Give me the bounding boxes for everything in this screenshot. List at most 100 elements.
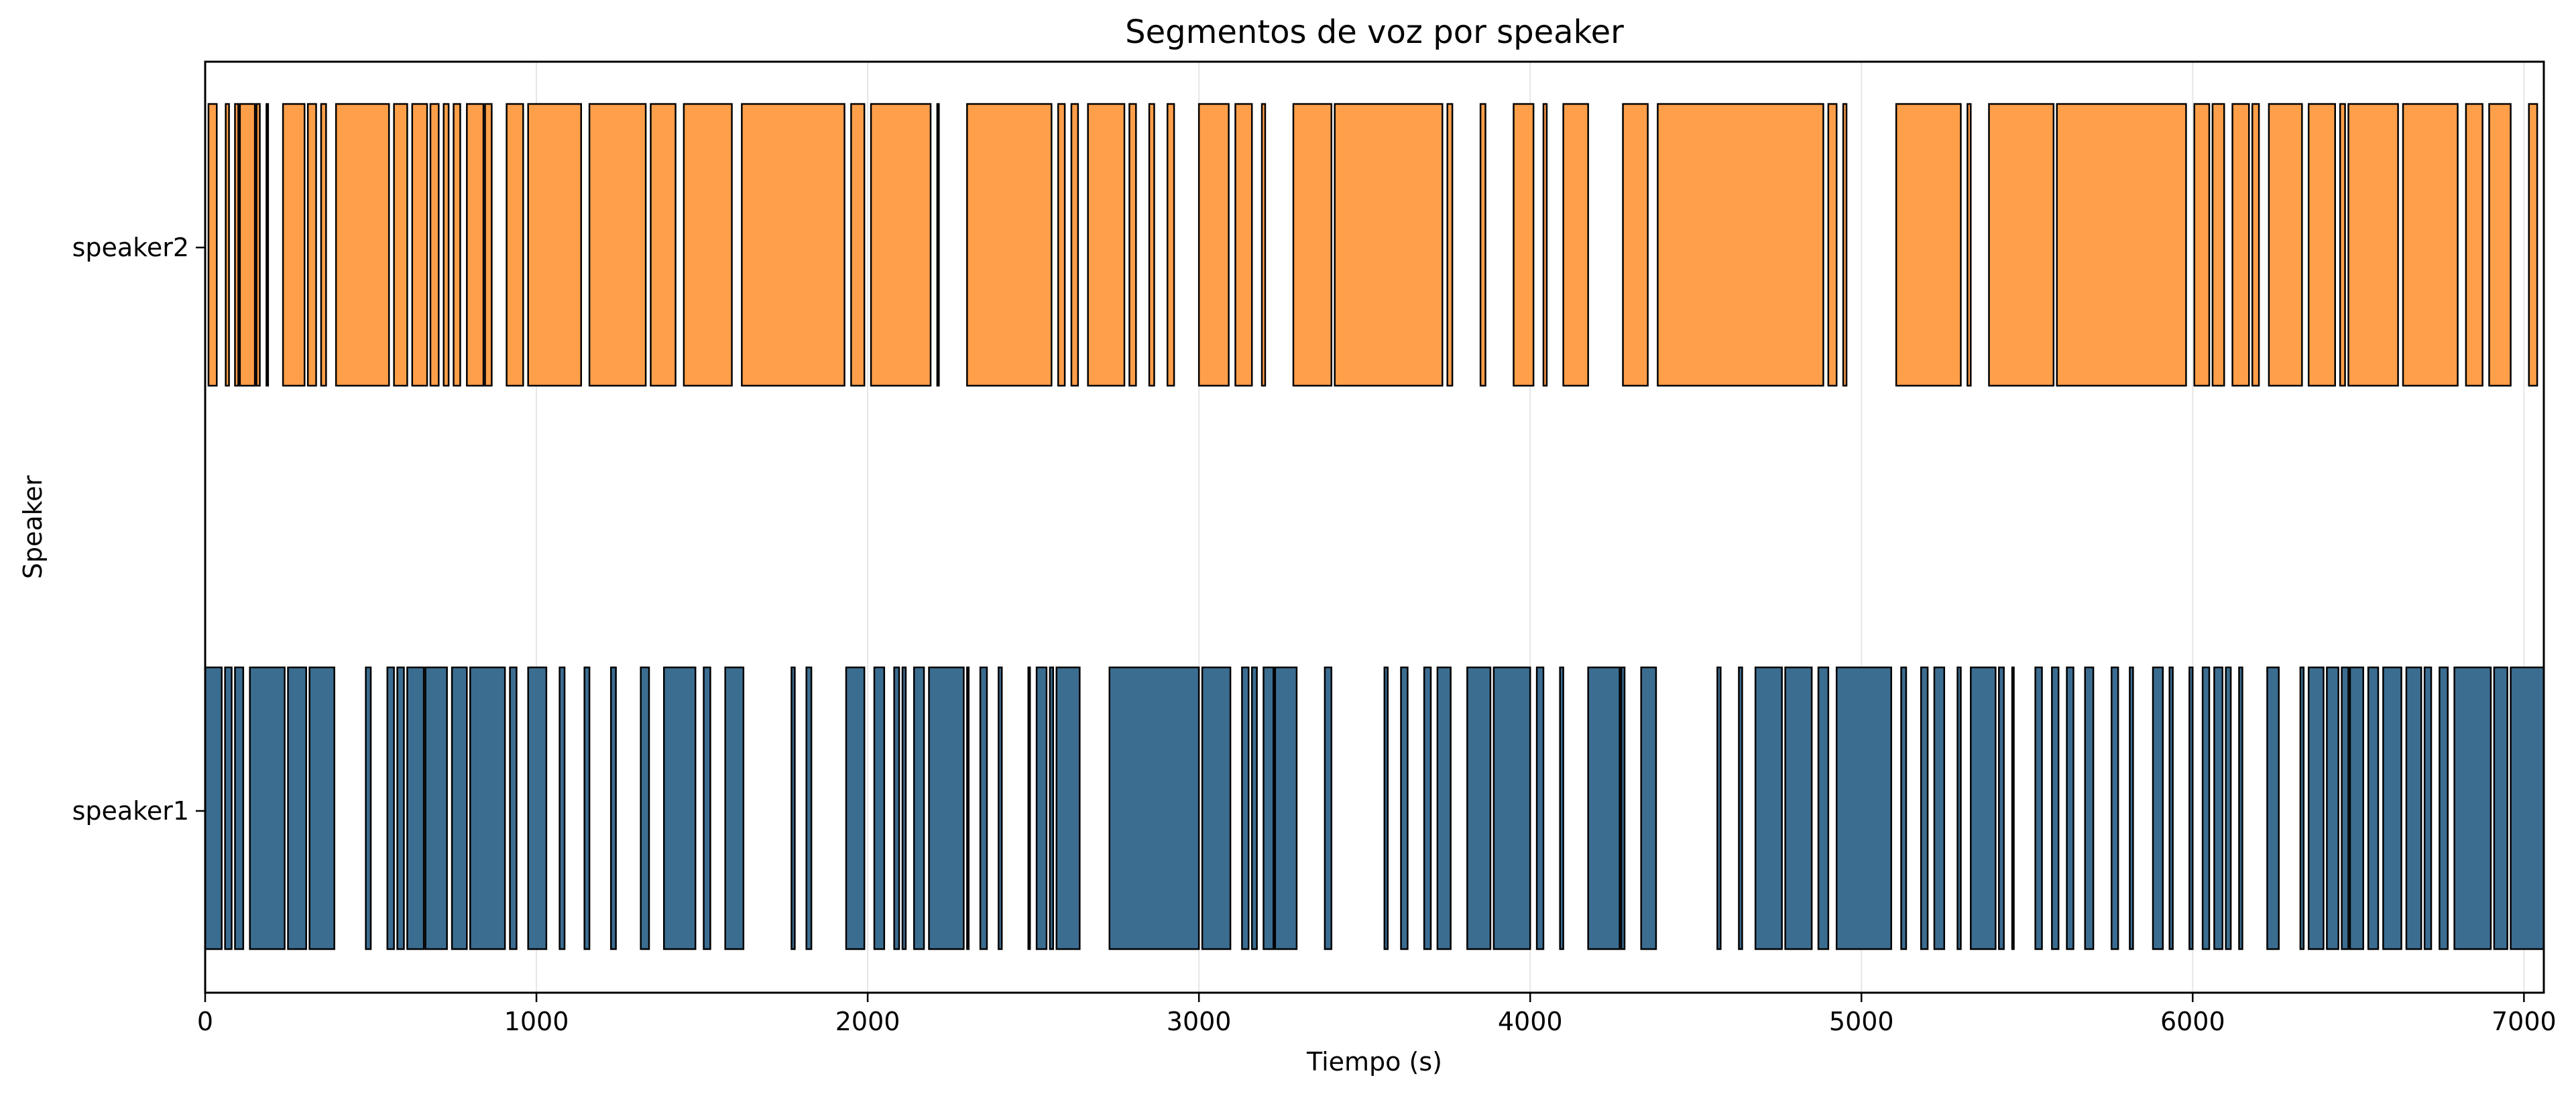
segment-bar-speaker1 [1423, 666, 1432, 950]
segments-layer [204, 103, 2545, 950]
segment-bar-speaker1 [845, 666, 866, 950]
segment-bar-speaker1 [1492, 666, 1531, 950]
segment-bar-speaker2 [1070, 103, 1079, 387]
segment-bar-speaker1 [2382, 666, 2402, 950]
segment-bar-speaker1 [1400, 666, 1409, 950]
segment-bar-speaker2 [393, 103, 408, 387]
segment-bar-speaker1 [2266, 666, 2280, 950]
segment-bar-speaker1 [287, 666, 307, 950]
segment-bar-speaker2 [1562, 103, 1589, 387]
series-speaker2 [207, 103, 2538, 387]
segment-bar-speaker1 [1754, 666, 1783, 950]
segment-bar-speaker2 [2339, 103, 2346, 387]
segment-bar-speaker2 [683, 103, 733, 387]
segment-bar-speaker1 [873, 666, 886, 950]
segment-bar-speaker1 [249, 666, 286, 950]
segment-bar-speaker2 [1292, 103, 1333, 387]
segment-bar-speaker1 [2238, 666, 2243, 950]
segment-bar-speaker1 [2084, 666, 2095, 950]
segment-bar-speaker1 [1383, 666, 1389, 950]
segment-bar-speaker1 [2326, 666, 2339, 950]
segment-bar-speaker2 [466, 103, 485, 387]
segment-bar-speaker1 [559, 666, 566, 950]
segment-bar-speaker2 [1967, 103, 1972, 387]
segment-bar-speaker2 [2231, 103, 2250, 387]
segment-bar-speaker2 [527, 103, 582, 387]
segment-bar-speaker1 [1956, 666, 1962, 950]
segment-bar-speaker2 [1148, 103, 1155, 387]
segment-bar-speaker1 [2493, 666, 2508, 950]
segment-bar-speaker1 [204, 666, 223, 950]
segment-bar-speaker1 [1436, 666, 1452, 950]
segment-bar-speaker1 [913, 666, 925, 950]
segment-bar-speaker2 [1261, 103, 1267, 387]
y-tick-label-speaker1: speaker1 [72, 796, 189, 826]
segment-bar-speaker1 [1027, 666, 1031, 950]
segment-bar-speaker2 [484, 103, 493, 387]
segment-bar-speaker1 [2367, 666, 2380, 950]
plot-frame [204, 60, 2545, 994]
segment-bar-speaker1 [1250, 666, 1258, 950]
x-tick-label: 2000 [835, 1007, 900, 1036]
segment-bar-speaker2 [255, 103, 261, 387]
segment-bar-speaker2 [429, 103, 440, 387]
segment-bar-speaker1 [365, 666, 372, 950]
segment-bar-speaker1 [2213, 666, 2224, 950]
segment-bar-speaker1 [1274, 666, 1298, 950]
segment-bar-speaker2 [1234, 103, 1253, 387]
segment-bar-speaker2 [207, 103, 218, 387]
segment-bar-speaker1 [2188, 666, 2194, 950]
segment-bar-speaker2 [2268, 103, 2303, 387]
segment-bar-speaker2 [225, 103, 230, 387]
segment-bar-speaker2 [2193, 103, 2211, 387]
segment-bar-speaker1 [2225, 666, 2232, 950]
segment-bar-speaker1 [893, 666, 900, 950]
segment-bar-speaker2 [443, 103, 450, 387]
x-tick-label: 7000 [2492, 1007, 2557, 1036]
segment-bar-speaker1 [1466, 666, 1492, 950]
segment-bar-speaker1 [2423, 666, 2433, 950]
segment-bar-speaker2 [1895, 103, 1962, 387]
segment-bar-speaker1 [2439, 666, 2449, 950]
segment-bar-speaker2 [2465, 103, 2483, 387]
segment-bar-speaker2 [1479, 103, 1486, 387]
segment-bar-speaker2 [282, 103, 306, 387]
segment-bar-speaker1 [609, 666, 617, 950]
segment-bar-speaker1 [998, 666, 1003, 950]
segment-bar-speaker2 [2488, 103, 2512, 387]
segment-bar-speaker1 [928, 666, 965, 950]
segment-bar-speaker2 [1057, 103, 1066, 387]
segment-bar-speaker1 [2168, 666, 2174, 950]
segment-bar-speaker1 [1587, 666, 1621, 950]
segment-bar-speaker1 [406, 666, 425, 950]
segment-bar-speaker1 [2349, 666, 2364, 950]
segment-bar-speaker1 [2405, 666, 2422, 950]
series-speaker1 [204, 666, 2545, 950]
segment-bar-speaker1 [2307, 666, 2325, 950]
segment-bar-speaker2 [1334, 103, 1444, 387]
segment-bar-speaker2 [266, 103, 270, 387]
segment-bar-speaker1 [640, 666, 650, 950]
segment-bar-speaker1 [979, 666, 988, 950]
segment-bar-speaker1 [234, 666, 245, 950]
segment-bar-speaker2 [1166, 103, 1175, 387]
segment-bar-speaker1 [396, 666, 405, 950]
segment-bar-speaker1 [1738, 666, 1743, 950]
segment-bar-speaker1 [2011, 666, 2015, 950]
segment-bar-speaker1 [2034, 666, 2043, 950]
segment-bar-speaker2 [2402, 103, 2459, 387]
segment-bar-speaker1 [386, 666, 395, 950]
segment-bar-speaker2 [1087, 103, 1126, 387]
segment-bar-speaker2 [453, 103, 461, 387]
x-tick-label: 4000 [1498, 1007, 1563, 1036]
segment-bar-speaker2 [870, 103, 932, 387]
y-axis-label: Speaker [18, 475, 48, 579]
segment-bar-speaker1 [1620, 666, 1626, 950]
segment-bar-speaker2 [1128, 103, 1137, 387]
segment-bar-speaker2 [335, 103, 390, 387]
segment-bar-speaker2 [2347, 103, 2399, 387]
segment-bar-speaker1 [583, 666, 591, 950]
x-axis-ticks: 0 1000 2000 3000 4000 5000 6000 7000 [197, 993, 2557, 1036]
segment-bar-speaker1 [2201, 666, 2211, 950]
segment-bar-speaker1 [1559, 666, 1564, 950]
